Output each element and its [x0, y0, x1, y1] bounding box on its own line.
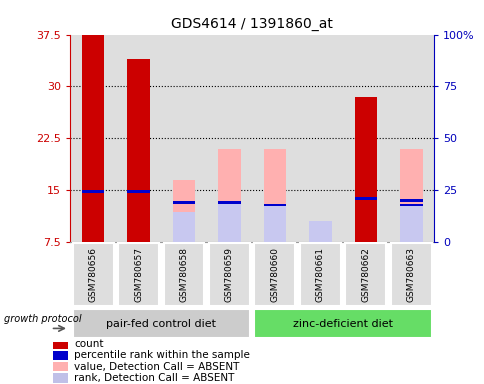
Bar	[263, 205, 286, 242]
Bar	[81, 190, 104, 193]
Bar	[53, 339, 68, 349]
Bar	[81, 35, 104, 242]
Text: pair-fed control diet: pair-fed control diet	[106, 318, 216, 329]
FancyBboxPatch shape	[163, 243, 204, 306]
Text: GSM780657: GSM780657	[134, 247, 143, 302]
Bar	[399, 199, 422, 202]
Text: GSM780663: GSM780663	[406, 247, 415, 302]
Bar	[252, 35, 297, 242]
Text: GSM780662: GSM780662	[361, 247, 370, 302]
Bar	[127, 190, 150, 193]
Bar	[172, 201, 195, 204]
Text: value, Detection Call = ABSENT: value, Detection Call = ABSENT	[74, 362, 239, 372]
Text: growth protocol: growth protocol	[3, 314, 81, 324]
Bar	[263, 149, 286, 242]
Bar	[53, 362, 68, 371]
Bar	[399, 149, 422, 242]
FancyBboxPatch shape	[209, 243, 249, 306]
FancyBboxPatch shape	[73, 309, 249, 338]
Bar	[308, 221, 331, 242]
Text: zinc-deficient diet: zinc-deficient diet	[292, 318, 393, 329]
Text: count: count	[74, 339, 104, 349]
Bar	[206, 35, 252, 242]
Text: GSM780656: GSM780656	[89, 247, 97, 302]
Text: percentile rank within the sample: percentile rank within the sample	[74, 350, 249, 360]
FancyBboxPatch shape	[73, 243, 113, 306]
Text: rank, Detection Call = ABSENT: rank, Detection Call = ABSENT	[74, 373, 234, 383]
Bar	[308, 221, 331, 242]
Bar	[297, 35, 342, 242]
Text: GSM780661: GSM780661	[315, 247, 324, 302]
FancyBboxPatch shape	[390, 243, 431, 306]
Bar	[399, 204, 422, 207]
Text: GSM780658: GSM780658	[179, 247, 188, 302]
Bar	[70, 35, 116, 242]
Bar	[388, 35, 433, 242]
Bar	[218, 149, 241, 242]
Bar	[354, 97, 377, 242]
FancyBboxPatch shape	[299, 243, 340, 306]
Text: GSM780660: GSM780660	[270, 247, 279, 302]
Bar	[342, 35, 388, 242]
Bar	[53, 373, 68, 383]
Bar	[263, 204, 286, 207]
Bar	[172, 180, 195, 242]
Bar	[53, 351, 68, 360]
Text: GSM780659: GSM780659	[225, 247, 233, 302]
Bar	[127, 59, 150, 242]
Bar	[354, 197, 377, 200]
Bar	[218, 201, 241, 204]
Bar	[172, 212, 195, 242]
FancyBboxPatch shape	[254, 243, 295, 306]
FancyBboxPatch shape	[345, 243, 386, 306]
Title: GDS4614 / 1391860_at: GDS4614 / 1391860_at	[171, 17, 333, 31]
Bar	[218, 202, 241, 242]
Bar	[161, 35, 206, 242]
FancyBboxPatch shape	[118, 243, 159, 306]
Bar	[116, 35, 161, 242]
Bar	[399, 205, 422, 242]
FancyBboxPatch shape	[254, 309, 431, 338]
